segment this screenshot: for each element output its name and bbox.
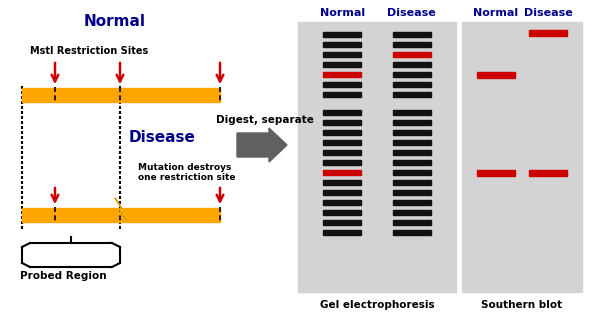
Bar xyxy=(323,110,361,115)
Bar xyxy=(477,72,514,78)
Bar xyxy=(393,170,431,175)
Bar xyxy=(462,22,582,292)
Bar xyxy=(393,220,431,225)
Bar xyxy=(393,210,431,215)
FancyArrow shape xyxy=(237,128,287,162)
Bar xyxy=(393,110,431,115)
Polygon shape xyxy=(115,198,127,221)
Bar xyxy=(22,88,220,102)
Text: Disease: Disease xyxy=(129,130,195,145)
Bar xyxy=(393,72,431,77)
Bar xyxy=(393,130,431,135)
Text: Disease: Disease xyxy=(388,8,436,18)
Bar xyxy=(323,190,361,195)
Text: Normal: Normal xyxy=(320,8,365,18)
Bar xyxy=(323,150,361,155)
Bar xyxy=(22,208,220,222)
Bar xyxy=(323,42,361,47)
Text: Normal: Normal xyxy=(84,14,146,29)
Bar xyxy=(323,62,361,67)
Bar xyxy=(323,170,361,175)
Bar xyxy=(393,160,431,165)
Bar xyxy=(298,22,456,292)
Bar xyxy=(323,92,361,97)
Bar xyxy=(323,32,361,37)
Bar xyxy=(323,200,361,205)
Bar xyxy=(393,180,431,185)
Bar xyxy=(323,130,361,135)
Bar xyxy=(393,190,431,195)
Bar xyxy=(323,230,361,235)
Bar xyxy=(393,150,431,155)
Bar xyxy=(393,140,431,145)
Bar xyxy=(22,208,220,222)
Bar xyxy=(323,160,361,165)
Bar xyxy=(323,72,361,77)
Bar xyxy=(393,92,431,97)
Text: Gel electrophoresis: Gel electrophoresis xyxy=(320,300,434,310)
Bar xyxy=(393,32,431,37)
Text: Disease: Disease xyxy=(524,8,573,18)
Bar xyxy=(323,220,361,225)
Bar xyxy=(323,120,361,125)
Text: Southern blot: Southern blot xyxy=(481,300,562,310)
Bar xyxy=(477,170,514,176)
Text: MstI Restriction Sites: MstI Restriction Sites xyxy=(30,46,148,56)
Bar xyxy=(393,230,431,235)
Bar xyxy=(393,82,431,87)
Bar xyxy=(323,140,361,145)
Text: Digest, separate: Digest, separate xyxy=(215,115,313,125)
Bar xyxy=(393,200,431,205)
Text: Normal: Normal xyxy=(473,8,518,18)
Bar xyxy=(323,82,361,87)
Bar xyxy=(393,62,431,67)
Text: Mutation destroys
one restriction site: Mutation destroys one restriction site xyxy=(138,163,235,182)
Bar xyxy=(529,30,568,36)
Bar xyxy=(529,170,568,176)
Bar xyxy=(393,120,431,125)
Bar xyxy=(22,88,220,102)
Bar xyxy=(323,52,361,57)
Text: Probed Region: Probed Region xyxy=(20,271,107,281)
Bar xyxy=(393,42,431,47)
Bar xyxy=(323,210,361,215)
Bar xyxy=(393,52,431,57)
Bar xyxy=(323,180,361,185)
